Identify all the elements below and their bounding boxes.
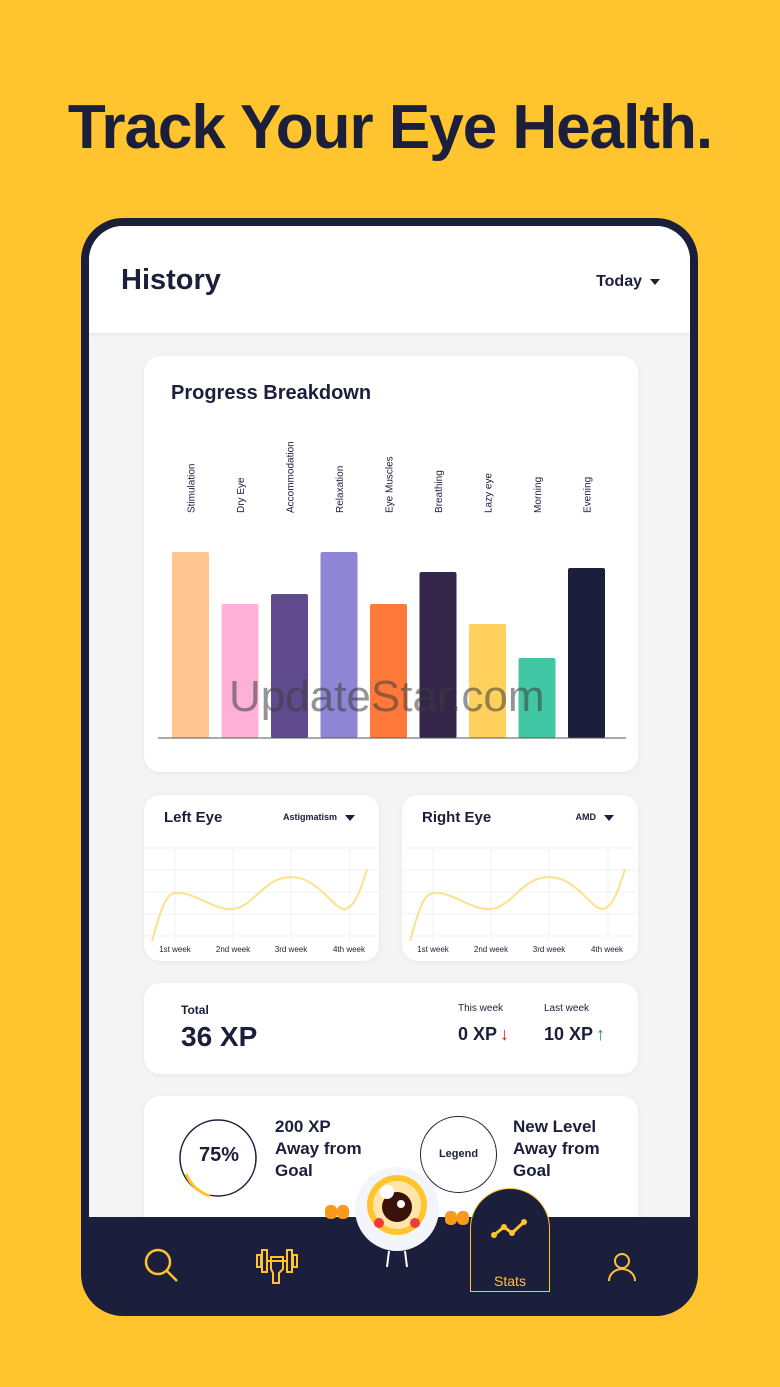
week-label: 1st week <box>417 945 450 954</box>
this-week-xp: 0 XP <box>458 1024 498 1044</box>
total-xp: 36 XP <box>181 1021 258 1052</box>
category-label: Accommodation <box>286 441 297 513</box>
category-label: Eye Muscles <box>385 456 396 513</box>
trend-line <box>151 868 368 942</box>
bar-dry-eye <box>221 604 259 738</box>
percent-ring <box>179 1119 257 1198</box>
condition-label: AMD <box>575 812 597 822</box>
chevron-down-icon <box>604 814 614 821</box>
bar-stimulation <box>172 552 209 738</box>
week-label: 4th week <box>591 945 624 954</box>
stats-tab-active[interactable] <box>470 1188 550 1292</box>
bar-lazy-eye <box>469 624 506 738</box>
screen: History Today Progress Breakdown Stimula… <box>89 226 690 1217</box>
period-label: Today <box>596 273 642 290</box>
goal-text-line: 200 XP <box>275 1117 331 1136</box>
header: History Today <box>89 226 690 333</box>
bar-relaxation <box>320 552 358 738</box>
right-eye-title: Right Eye <box>422 809 492 826</box>
page-title: History <box>121 264 221 296</box>
bar-eye-muscles <box>370 604 407 738</box>
week-label: 1st week <box>159 945 192 954</box>
watermark: UpdateStar.com <box>229 672 545 721</box>
progress-title: Progress Breakdown <box>171 382 372 404</box>
right-eye-card: Right Eye AMD 1st week 2nd week 3rd week 4t… <box>402 795 638 961</box>
goal-text-line: Goal <box>275 1161 313 1180</box>
bottom-nav: Stats <box>81 1167 698 1308</box>
bar-evening <box>568 568 605 738</box>
workout-icon[interactable] <box>255 1245 299 1285</box>
trend-line <box>409 868 626 942</box>
this-week-label: This week <box>458 1003 504 1014</box>
bar-accommodation <box>271 594 308 738</box>
week-label: 2nd week <box>216 945 251 954</box>
left-eye-condition-dropdown[interactable]: Astigmatism <box>283 812 355 822</box>
last-week-label: Last week <box>544 1003 590 1014</box>
period-dropdown[interactable]: Today <box>596 273 660 291</box>
search-icon[interactable] <box>143 1247 181 1285</box>
category-label: Stimulation <box>187 464 198 513</box>
last-week-xp: 10 XP <box>544 1024 594 1044</box>
left-eye-title: Left Eye <box>164 809 223 826</box>
level-text-line: Away from <box>513 1139 600 1158</box>
legend-badge: Legend <box>420 1116 497 1193</box>
mascot-eye-icon <box>325 1167 469 1268</box>
headline: Track Your Eye Health. <box>67 93 713 162</box>
category-label: Relaxation <box>335 466 346 513</box>
arrow-up-icon: ↑ <box>596 1024 606 1044</box>
level-text-line: New Level <box>513 1117 597 1136</box>
goal-text: 200 XP Away from Goal <box>275 1116 362 1182</box>
chevron-down-icon <box>650 278 660 285</box>
category-label: Evening <box>583 477 594 513</box>
right-eye-line-chart: 1st week 2nd week 3rd week 4th week <box>402 847 637 954</box>
week-label: 3rd week <box>533 945 566 954</box>
phone-frame: History Today Progress Breakdown Stimula… <box>81 218 698 1316</box>
chevron-down-icon <box>345 814 355 821</box>
xp-card: Total 36 XP This week 0 XP ↓ Last week 10… <box>144 983 638 1074</box>
profile-icon[interactable] <box>607 1251 637 1283</box>
level-text-line: Goal <box>513 1161 551 1180</box>
stats-icon <box>491 1219 527 1238</box>
bar-morning <box>518 658 556 738</box>
week-label: 3rd week <box>275 945 308 954</box>
bar-chart: Stimulation Dry Eye Accommodation Relaxatio… <box>158 441 626 739</box>
bar-breathing <box>419 572 457 738</box>
total-label: Total <box>181 1003 209 1017</box>
category-label: Dry Eye <box>236 477 247 513</box>
progress-breakdown-card: Progress Breakdown Stimulation Dry Eye Acc… <box>144 356 638 772</box>
condition-label: Astigmatism <box>282 812 337 822</box>
level-text: New Level Away from Goal <box>513 1116 600 1182</box>
right-eye-condition-dropdown[interactable]: AMD <box>575 812 614 822</box>
percent-arc <box>184 1173 211 1198</box>
left-eye-card: Left Eye Astigmatism 1st week 2nd week 3rd… <box>144 795 379 961</box>
category-label: Breathing <box>434 470 445 513</box>
week-label: 4th week <box>333 945 366 954</box>
percent-value: 75% <box>198 1144 240 1166</box>
arrow-down-icon: ↓ <box>500 1024 510 1044</box>
stats-label[interactable]: Stats <box>494 1273 526 1289</box>
week-label: 2nd week <box>474 945 509 954</box>
left-eye-line-chart: 1st week 2nd week 3rd week 4th week <box>144 847 379 954</box>
category-label: Lazy eye <box>484 473 495 513</box>
goal-text-line: Away from <box>275 1139 362 1158</box>
category-label: Morning <box>533 477 544 513</box>
